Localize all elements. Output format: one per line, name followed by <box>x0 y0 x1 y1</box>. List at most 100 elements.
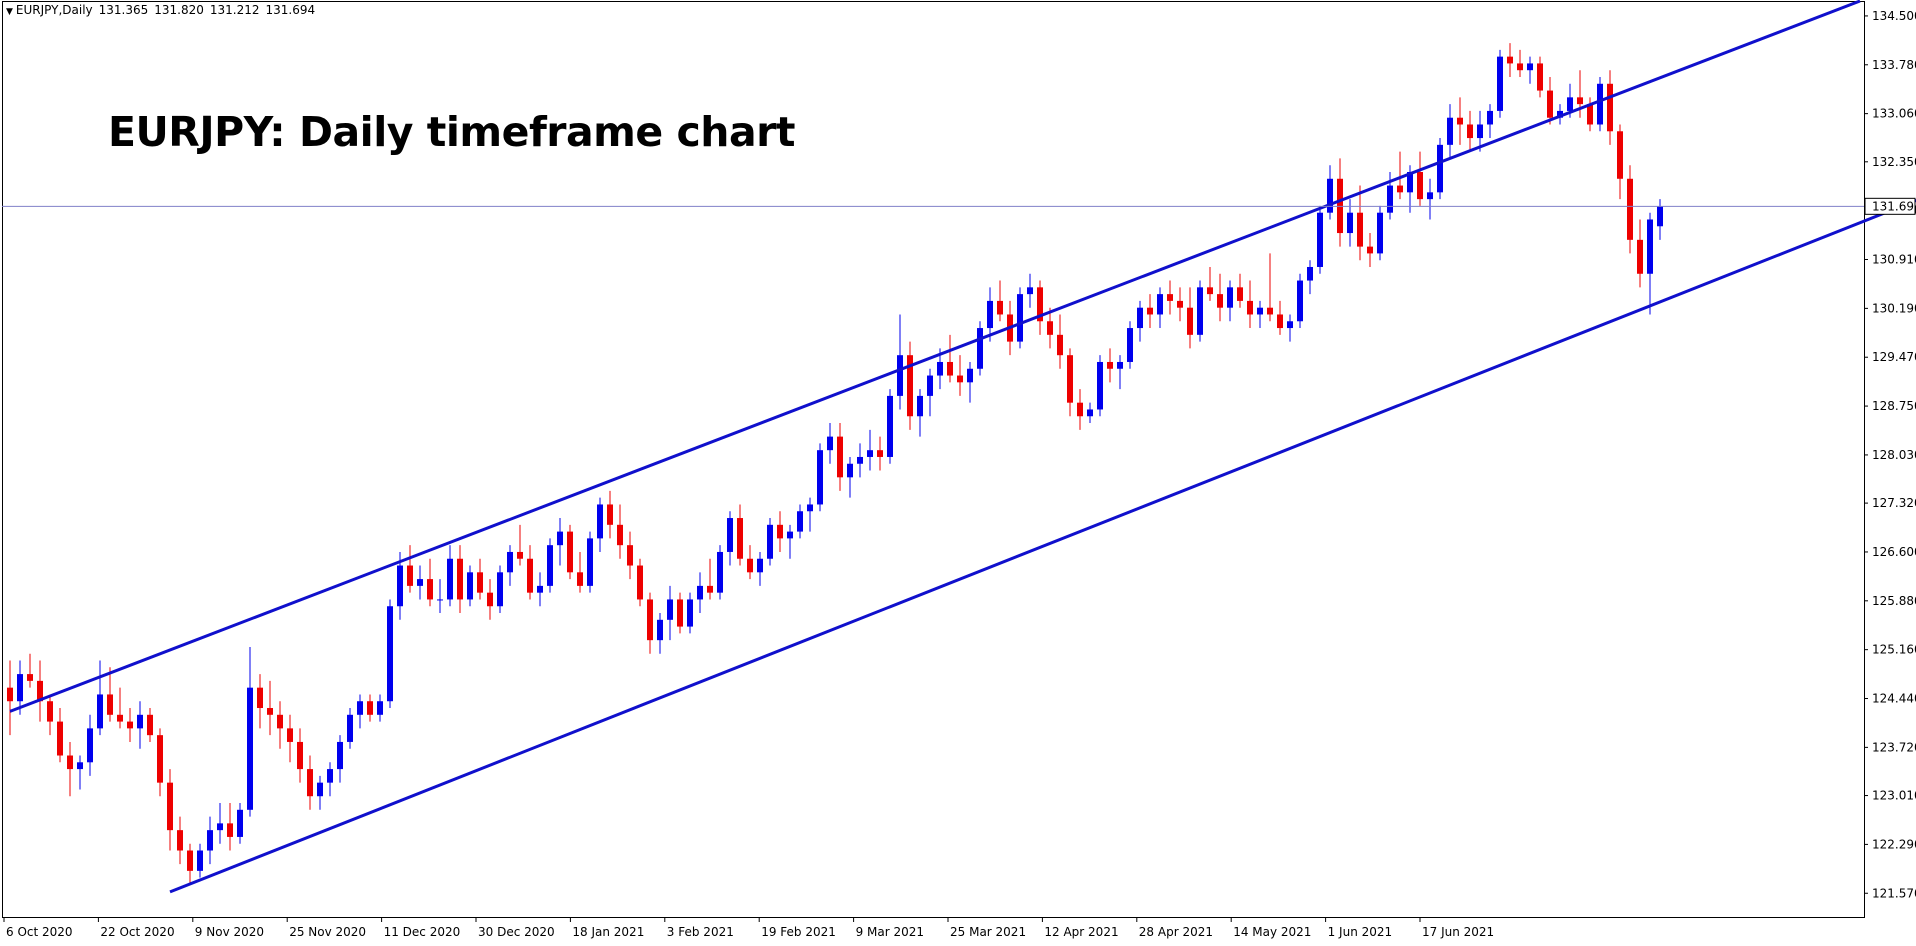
candle-body-bull <box>97 694 103 729</box>
candle-body-bear <box>1537 63 1543 91</box>
candle-body-bear <box>1617 131 1623 179</box>
candle-body-bull <box>437 599 443 601</box>
high-price: 131.820 <box>154 3 204 17</box>
candle-body-bear <box>1577 97 1583 105</box>
candle-body-bear <box>167 782 173 831</box>
candle-body-bull <box>687 599 693 627</box>
candle-body-bear <box>1057 334 1063 356</box>
time-tick-label: 25 Nov 2020 <box>289 925 366 939</box>
price-tick-label: 133.780 <box>1872 58 1916 72</box>
time-tick-label: 12 Apr 2021 <box>1044 925 1118 939</box>
candle-body-bear <box>1507 56 1513 64</box>
candle-body-bull <box>1347 212 1353 234</box>
channel-upper-line <box>9 0 1861 713</box>
candle-body-bear <box>577 572 583 586</box>
candle-body-bull <box>717 551 723 593</box>
candle-body-bear <box>1417 171 1423 200</box>
candle-body-bull <box>787 531 793 539</box>
candle-body-bull <box>857 456 863 464</box>
candle-body-bull <box>347 714 353 742</box>
time-tick-label: 3 Feb 2021 <box>667 925 734 939</box>
candle-body-bear <box>637 565 643 600</box>
candle-body-bull <box>387 606 393 702</box>
candle-body-bear <box>1357 212 1363 247</box>
candle-body-bear <box>1627 178 1633 240</box>
time-tick-label: 18 Jan 2021 <box>572 925 644 939</box>
candle-body-bear <box>1467 124 1473 139</box>
candle-body-bull <box>337 741 343 770</box>
candle-body-bear <box>147 714 153 736</box>
candle-body-bull <box>1117 361 1123 369</box>
candle-body-bear <box>187 850 193 871</box>
candle-body-bull <box>557 531 563 546</box>
price-tick-label: 133.060 <box>1872 107 1916 121</box>
candle-body-bull <box>87 728 93 763</box>
symbol-info-bar: ▼ EURJPY,Daily 131.365 131.820 131.212 131.69… <box>6 3 321 17</box>
candle-body-bull <box>1287 321 1293 329</box>
candle-body-bull <box>1317 212 1323 267</box>
candle-body-bull <box>1597 83 1603 125</box>
candle-body-bear <box>67 755 73 770</box>
candle-body-bear <box>297 741 303 770</box>
candle-body-bear <box>477 572 483 593</box>
candle-body-bear <box>117 714 123 722</box>
time-axis: 6 Oct 2020 22 Oct 2020 9 Nov 2020 25 Nov 20… <box>3 917 1494 939</box>
candle-body-bull <box>1097 361 1103 410</box>
candle-body-bear <box>617 524 623 546</box>
time-tick-label: 17 Jun 2021 <box>1422 925 1494 939</box>
candle-body-bull <box>1087 409 1093 417</box>
candle-body-bear <box>427 579 433 600</box>
candle-body-bull <box>397 565 403 607</box>
candle-body-bear <box>1207 287 1213 295</box>
candle-body-bear <box>307 769 313 797</box>
candle-body-bull <box>767 524 773 559</box>
candle-body-bear <box>1077 402 1083 417</box>
candle-body-bear <box>457 558 463 600</box>
candle-body-bear <box>877 450 883 457</box>
time-tick-label: 25 Mar 2021 <box>950 925 1026 939</box>
candle-body-bull <box>1557 110 1563 118</box>
price-tick-label: 123.720 <box>1872 740 1916 754</box>
candle-body-bull <box>657 619 663 641</box>
candle-body-bull <box>197 850 203 871</box>
candle-body-bull <box>327 769 333 783</box>
time-tick-label: 6 Oct 2020 <box>6 925 73 939</box>
candle-body-bear <box>107 694 113 715</box>
candle-body-bull <box>237 809 243 837</box>
price-axis: 134.500133.780133.060132.350131.630130.9… <box>1864 9 1916 900</box>
candle-body-bull <box>1477 124 1483 139</box>
candle-body-bear <box>1067 355 1073 403</box>
candle-body-bear <box>1167 294 1173 301</box>
candle-body-bull <box>827 436 833 451</box>
candle-body-bull <box>727 518 733 552</box>
candle-body-bull <box>797 511 803 532</box>
candles <box>7 43 1663 885</box>
candle-body-bull <box>1127 328 1133 362</box>
price-tick-label: 134.500 <box>1872 9 1916 23</box>
candle-body-bear <box>1517 63 1523 71</box>
candle-body-bull <box>1017 294 1023 342</box>
time-tick-label: 9 Mar 2021 <box>856 925 924 939</box>
candle-body-bear <box>1217 294 1223 308</box>
candle-body-bear <box>567 531 573 573</box>
candle-body-bull <box>867 450 873 457</box>
candle-body-bear <box>47 701 53 722</box>
candle-body-bull <box>917 395 923 417</box>
candle-body-bull <box>547 545 553 586</box>
candle-body-bear <box>677 599 683 627</box>
candle-body-bear <box>707 585 713 593</box>
candle-body-bear <box>1147 307 1153 315</box>
collapse-triangle-icon[interactable]: ▼ <box>6 7 13 17</box>
candle-body-bull <box>697 585 703 600</box>
candle-body-bear <box>1397 185 1403 193</box>
candle-body-bull <box>587 538 593 586</box>
candle-body-bull <box>497 572 503 607</box>
candle-body-bull <box>817 450 823 505</box>
candle-body-bull <box>1657 206 1663 227</box>
candle-body-bear <box>837 436 843 478</box>
candle-body-bear <box>1587 104 1593 125</box>
candle-body-bear <box>287 728 293 742</box>
candle-body-bull <box>1257 307 1263 315</box>
candle-body-bear <box>1047 321 1053 335</box>
